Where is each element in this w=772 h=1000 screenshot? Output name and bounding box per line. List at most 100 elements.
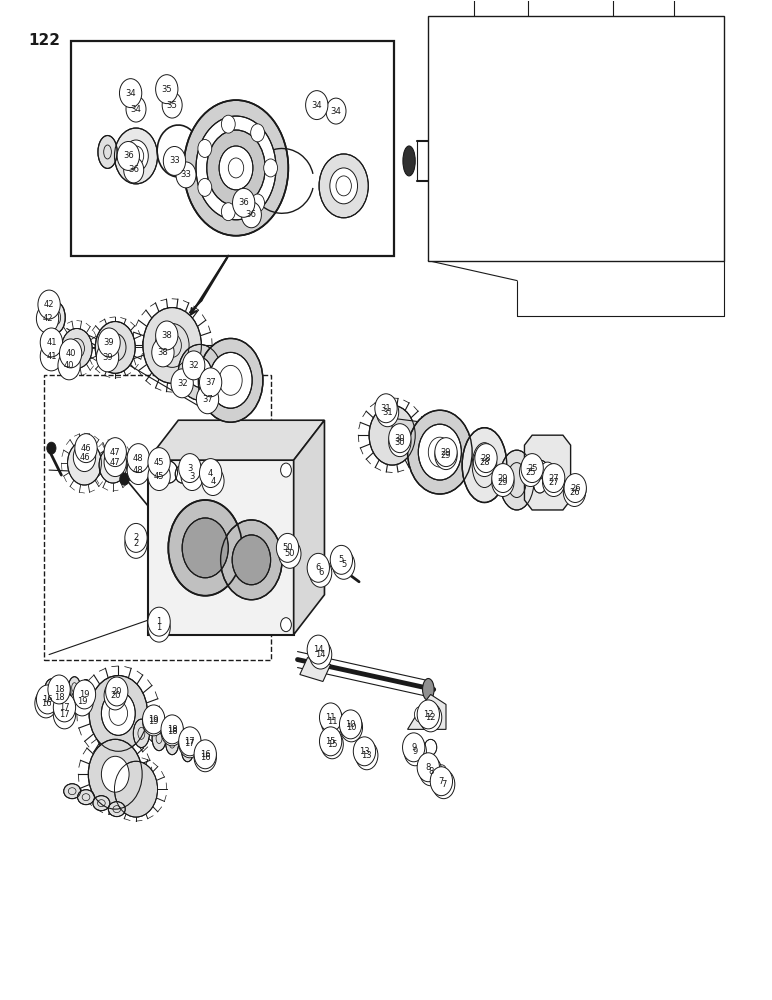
Text: 13: 13 <box>359 747 370 756</box>
Circle shape <box>219 146 253 190</box>
Ellipse shape <box>152 726 166 751</box>
Text: 34: 34 <box>311 101 322 110</box>
Circle shape <box>156 75 178 104</box>
Circle shape <box>354 737 376 766</box>
Ellipse shape <box>77 790 94 805</box>
Ellipse shape <box>437 765 446 774</box>
Circle shape <box>408 410 472 494</box>
Text: 17: 17 <box>185 739 195 748</box>
Text: 47: 47 <box>110 458 120 467</box>
Ellipse shape <box>551 481 562 491</box>
Circle shape <box>330 545 353 574</box>
Circle shape <box>178 727 201 756</box>
Text: 12: 12 <box>423 710 434 719</box>
Ellipse shape <box>49 303 66 332</box>
Text: 48: 48 <box>133 466 144 475</box>
Circle shape <box>120 79 142 108</box>
Text: 35: 35 <box>161 85 172 94</box>
Circle shape <box>164 146 185 175</box>
Text: 10: 10 <box>346 723 357 732</box>
Circle shape <box>178 344 222 400</box>
Text: 39: 39 <box>102 353 113 362</box>
Circle shape <box>388 428 411 457</box>
Circle shape <box>96 343 119 372</box>
Circle shape <box>36 304 59 333</box>
Text: 8: 8 <box>425 763 431 772</box>
Circle shape <box>533 477 546 493</box>
Circle shape <box>280 618 291 632</box>
Circle shape <box>198 338 263 422</box>
Text: 14: 14 <box>316 650 326 659</box>
Circle shape <box>101 756 129 792</box>
Circle shape <box>143 308 201 383</box>
Circle shape <box>222 115 235 133</box>
Circle shape <box>435 441 457 470</box>
Circle shape <box>35 689 57 718</box>
Circle shape <box>330 168 357 204</box>
Circle shape <box>320 727 342 756</box>
Ellipse shape <box>64 784 80 799</box>
Circle shape <box>178 454 201 483</box>
Circle shape <box>264 159 278 177</box>
Text: 17: 17 <box>59 703 69 712</box>
Polygon shape <box>524 435 571 510</box>
Circle shape <box>181 462 203 491</box>
Text: 36: 36 <box>239 198 249 207</box>
Circle shape <box>340 713 363 742</box>
Circle shape <box>188 357 212 387</box>
Text: 38: 38 <box>157 348 168 357</box>
Circle shape <box>120 473 129 485</box>
Polygon shape <box>408 694 446 729</box>
Ellipse shape <box>93 796 110 811</box>
Circle shape <box>125 529 147 558</box>
Circle shape <box>148 462 171 491</box>
Circle shape <box>430 767 452 796</box>
Text: 46: 46 <box>80 453 90 462</box>
Circle shape <box>204 473 212 483</box>
Circle shape <box>182 518 229 578</box>
Circle shape <box>388 424 411 453</box>
Circle shape <box>104 681 127 710</box>
Text: 36: 36 <box>128 165 139 174</box>
Circle shape <box>194 471 201 481</box>
Text: 40: 40 <box>66 349 76 358</box>
Circle shape <box>369 405 415 465</box>
Ellipse shape <box>499 450 534 510</box>
Text: 35: 35 <box>167 101 178 110</box>
Circle shape <box>124 157 144 183</box>
Circle shape <box>540 462 555 482</box>
Circle shape <box>48 683 70 712</box>
Text: 45: 45 <box>154 458 164 467</box>
Circle shape <box>184 100 288 236</box>
Circle shape <box>199 459 222 488</box>
Text: 15: 15 <box>327 740 337 749</box>
Circle shape <box>417 753 439 782</box>
Text: 26: 26 <box>570 484 581 493</box>
Circle shape <box>310 640 332 669</box>
Circle shape <box>124 140 148 172</box>
Circle shape <box>98 328 120 357</box>
Text: 36: 36 <box>123 151 134 160</box>
Circle shape <box>198 139 212 157</box>
Circle shape <box>145 457 165 483</box>
Circle shape <box>194 743 216 772</box>
Text: 19: 19 <box>80 690 90 699</box>
Ellipse shape <box>181 741 194 762</box>
Circle shape <box>209 352 252 408</box>
Circle shape <box>161 717 183 746</box>
Circle shape <box>340 710 362 739</box>
Circle shape <box>276 533 299 562</box>
Circle shape <box>333 550 355 579</box>
Circle shape <box>67 441 101 485</box>
Text: 18: 18 <box>167 727 178 736</box>
Circle shape <box>564 474 587 502</box>
Text: 28: 28 <box>481 454 491 463</box>
Circle shape <box>404 737 426 766</box>
Circle shape <box>543 468 565 497</box>
Text: 11: 11 <box>325 713 336 722</box>
Circle shape <box>171 369 193 398</box>
Text: 33: 33 <box>181 170 191 179</box>
Circle shape <box>326 98 346 124</box>
Circle shape <box>199 368 222 397</box>
Circle shape <box>125 523 147 552</box>
